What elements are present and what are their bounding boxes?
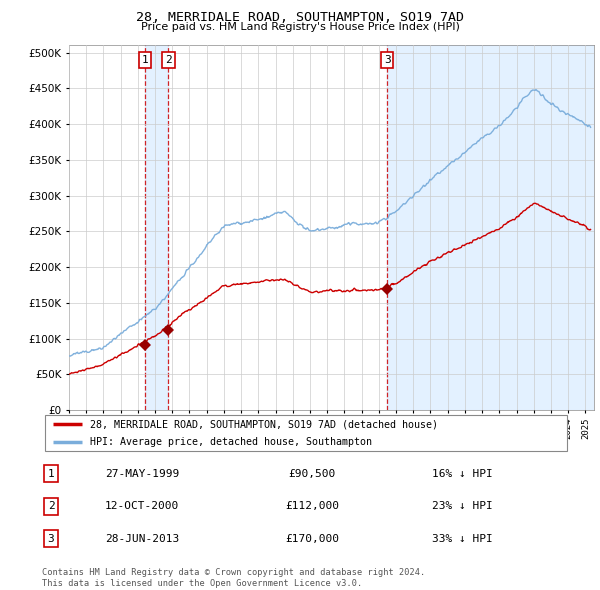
Text: HPI: Average price, detached house, Southampton: HPI: Average price, detached house, Sout… [89,437,371,447]
Text: 2: 2 [47,502,55,511]
Text: 23% ↓ HPI: 23% ↓ HPI [432,502,493,511]
Text: 12-OCT-2000: 12-OCT-2000 [105,502,179,511]
Text: 1: 1 [142,55,148,65]
Text: 28-JUN-2013: 28-JUN-2013 [105,534,179,543]
Bar [387,45,594,410]
Text: 16% ↓ HPI: 16% ↓ HPI [432,469,493,478]
Text: Price paid vs. HM Land Registry's House Price Index (HPI): Price paid vs. HM Land Registry's House … [140,22,460,32]
FancyBboxPatch shape [44,415,568,451]
Text: 2: 2 [165,55,172,65]
Text: Contains HM Land Registry data © Crown copyright and database right 2024.
This d: Contains HM Land Registry data © Crown c… [42,568,425,588]
Text: £112,000: £112,000 [285,502,339,511]
Text: 28, MERRIDALE ROAD, SOUTHAMPTON, SO19 7AD: 28, MERRIDALE ROAD, SOUTHAMPTON, SO19 7A… [136,11,464,24]
Text: 28, MERRIDALE ROAD, SOUTHAMPTON, SO19 7AD (detached house): 28, MERRIDALE ROAD, SOUTHAMPTON, SO19 7A… [89,419,437,430]
Text: £170,000: £170,000 [285,534,339,543]
Text: 3: 3 [47,534,55,543]
Text: £90,500: £90,500 [289,469,335,478]
Text: 33% ↓ HPI: 33% ↓ HPI [432,534,493,543]
Text: 1: 1 [47,469,55,478]
Bar [145,45,169,410]
Text: 3: 3 [384,55,391,65]
Text: 27-MAY-1999: 27-MAY-1999 [105,469,179,478]
